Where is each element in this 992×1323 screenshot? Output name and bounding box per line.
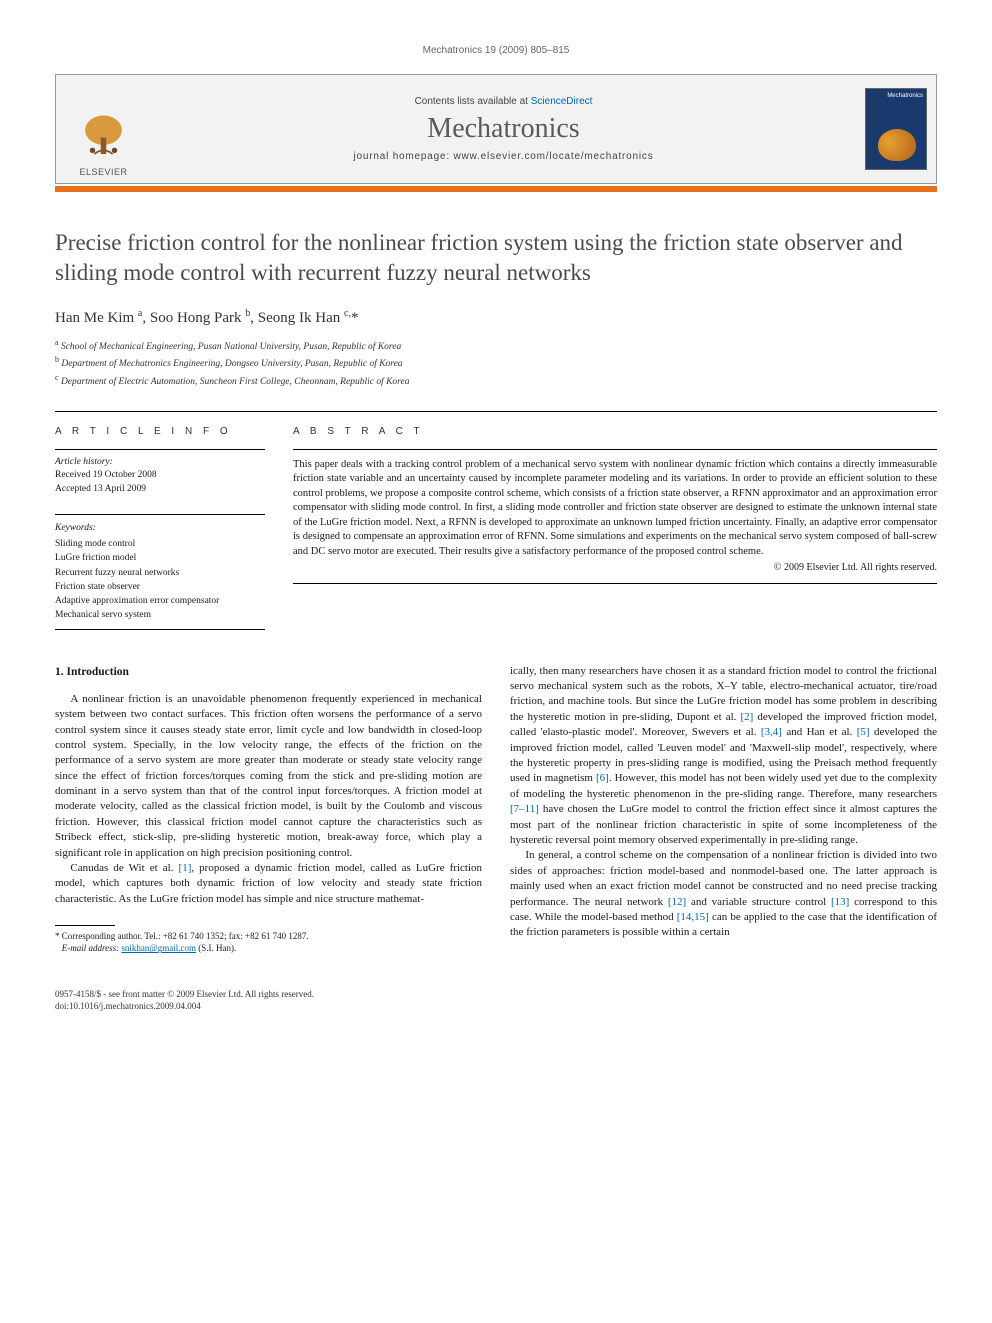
footer-right-blank <box>817 976 937 1012</box>
abstract-column: A B S T R A C T This paper deals with a … <box>293 426 937 630</box>
abstract-body: This paper deals with a tracking control… <box>293 459 937 557</box>
ref-link-2[interactable]: [2] <box>740 711 753 723</box>
contents-prefix: Contents lists available at <box>415 96 531 107</box>
abstract-heading: A B S T R A C T <box>293 426 937 437</box>
issn-line: 0957-4158/$ - see front matter © 2009 El… <box>55 989 314 1001</box>
cover-label: Mechatronics <box>869 93 923 99</box>
publisher-cell: ELSEVIER <box>56 75 151 183</box>
keyword-item: LuGre friction model <box>55 551 265 565</box>
article-info-row: A R T I C L E I N F O Article history: R… <box>55 411 937 630</box>
affiliations-block: a School of Mechanical Engineering, Pusa… <box>55 337 937 389</box>
keywords-list: Sliding mode controlLuGre friction model… <box>55 537 265 623</box>
keywords-label: Keywords: <box>55 521 265 535</box>
elsevier-tree-icon <box>76 110 131 165</box>
keyword-item: Recurrent fuzzy neural networks <box>55 566 265 580</box>
corresponding-author-footnote: * Corresponding author. Tel.: +82 61 740… <box>55 930 482 942</box>
right-column: ically, then many researchers have chose… <box>510 664 937 955</box>
received-line: Received 19 October 2008 <box>55 470 157 480</box>
journal-banner: ELSEVIER Contents lists available at Sci… <box>55 74 937 184</box>
footnote-rule <box>55 925 115 926</box>
affiliation-line: a School of Mechanical Engineering, Pusa… <box>55 337 937 354</box>
ref-link-13[interactable]: [13] <box>831 896 849 908</box>
text-span: and variable structure control <box>686 896 831 908</box>
publisher-name: ELSEVIER <box>79 167 127 177</box>
intro-para-1: A nonlinear friction is an unavoidable p… <box>55 692 482 861</box>
ref-link-5[interactable]: [5] <box>857 726 870 738</box>
journal-name: Mechatronics <box>427 113 579 145</box>
ref-link-1[interactable]: [1] <box>179 862 192 874</box>
keywords-block: Keywords: Sliding mode controlLuGre fric… <box>55 514 265 630</box>
text-span: Canudas de Wit et al. <box>70 862 178 874</box>
journal-homepage-line: journal homepage: www.elsevier.com/locat… <box>354 151 654 162</box>
history-label: Article history: <box>55 457 113 467</box>
keyword-item: Adaptive approximation error compensator <box>55 594 265 608</box>
running-head: Mechatronics 19 (2009) 805–815 <box>55 45 937 56</box>
journal-cover-thumbnail: Mechatronics <box>865 88 927 170</box>
email-footnote: E-mail address: snikhan@gmail.com (S.I. … <box>55 942 482 954</box>
article-page: Mechatronics 19 (2009) 805–815 ELSEVIER … <box>0 0 992 1052</box>
abstract-text: This paper deals with a tracking control… <box>293 449 937 584</box>
intro-para-2-cont: ically, then many researchers have chose… <box>510 664 937 849</box>
ref-link-3-4[interactable]: [3,4] <box>761 726 782 738</box>
article-title: Precise friction control for the nonline… <box>55 228 937 288</box>
text-span: have chosen the LuGre model to control t… <box>510 803 937 846</box>
cover-cell: Mechatronics <box>856 75 936 183</box>
accepted-line: Accepted 13 April 2009 <box>55 484 146 494</box>
page-footer: 0957-4158/$ - see front matter © 2009 El… <box>55 976 937 1012</box>
email-link[interactable]: snikhan@gmail.com <box>121 943 196 953</box>
affiliation-line: c Department of Electric Automation, Sun… <box>55 372 937 389</box>
authors-line: Han Me Kim a, Soo Hong Park b, Seong Ik … <box>55 308 937 327</box>
section-1-heading: 1. Introduction <box>55 664 482 680</box>
article-info-left: A R T I C L E I N F O Article history: R… <box>55 426 265 630</box>
article-info-heading: A R T I C L E I N F O <box>55 426 265 437</box>
orange-rule <box>55 186 937 192</box>
ref-link-6[interactable]: [6] <box>596 772 609 784</box>
keyword-item: Mechanical servo system <box>55 608 265 622</box>
cover-art-icon <box>878 129 916 161</box>
elsevier-logo: ELSEVIER <box>76 110 131 177</box>
body-two-columns: 1. Introduction A nonlinear friction is … <box>55 664 937 955</box>
homepage-url: www.elsevier.com/locate/mechatronics <box>454 151 654 162</box>
ref-link-12[interactable]: [12] <box>668 896 686 908</box>
article-history-block: Article history: Received 19 October 200… <box>55 449 265 496</box>
intro-para-2: Canudas de Wit et al. [1], proposed a dy… <box>55 861 482 907</box>
sciencedirect-link[interactable]: ScienceDirect <box>531 96 593 107</box>
ref-link-7-11[interactable]: [7–11] <box>510 803 539 815</box>
text-span: and Han et al. <box>782 726 857 738</box>
banner-center: Contents lists available at ScienceDirec… <box>151 75 856 183</box>
keyword-item: Sliding mode control <box>55 537 265 551</box>
homepage-prefix: journal homepage: <box>354 151 454 162</box>
abstract-copyright: © 2009 Elsevier Ltd. All rights reserved… <box>293 561 937 575</box>
email-label: E-mail address: <box>62 943 119 953</box>
email-suffix: (S.I. Han). <box>198 943 236 953</box>
left-column: 1. Introduction A nonlinear friction is … <box>55 664 482 955</box>
footer-left: 0957-4158/$ - see front matter © 2009 El… <box>55 989 314 1012</box>
intro-para-3: In general, a control scheme on the comp… <box>510 848 937 940</box>
doi-line: doi:10.1016/j.mechatronics.2009.04.004 <box>55 1001 314 1013</box>
contents-available-line: Contents lists available at ScienceDirec… <box>415 96 593 107</box>
affiliation-line: b Department of Mechatronics Engineering… <box>55 354 937 371</box>
ref-link-14-15[interactable]: [14,15] <box>677 911 709 923</box>
keyword-item: Friction state observer <box>55 580 265 594</box>
